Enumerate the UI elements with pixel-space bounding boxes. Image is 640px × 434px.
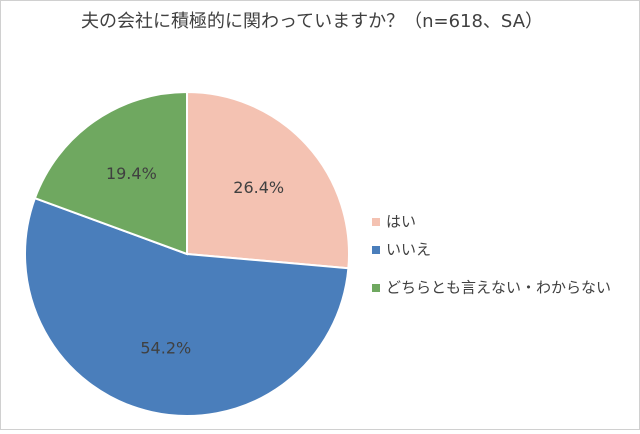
value-label: 54.2% [140,338,191,357]
legend-swatch [372,284,380,292]
value-label: 26.4% [233,178,284,197]
chart-title: 夫の会社に積極的に関わっていますか？（n=618、SA） [81,11,543,32]
legend-swatch [372,246,380,254]
legend-label: はい [386,213,416,231]
pie-slice [186,90,350,270]
legend-label: いいえ [386,241,431,259]
legend-label: どちらとも言えない・わからない [386,279,611,297]
pie-slice [33,90,188,256]
value-label: 19.4% [106,164,157,183]
legend-swatch [372,218,380,226]
pie-slice [24,196,350,417]
